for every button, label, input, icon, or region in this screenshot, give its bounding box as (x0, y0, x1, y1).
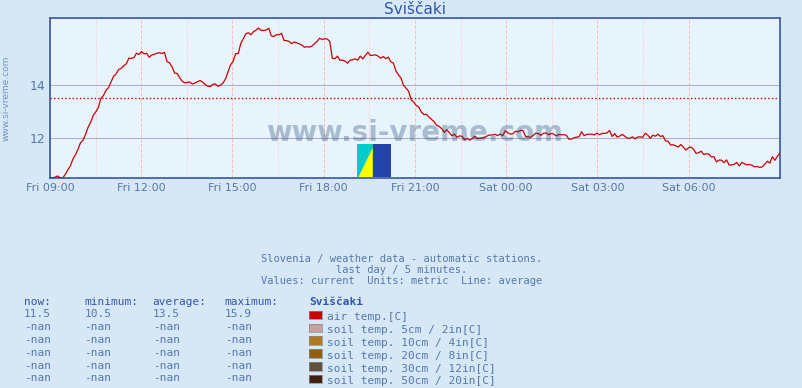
Text: -nan: -nan (84, 322, 111, 332)
Text: www.si-vreme.com: www.si-vreme.com (266, 119, 563, 147)
Text: 13.5: 13.5 (152, 309, 180, 319)
Title: Sviščaki: Sviščaki (383, 2, 445, 17)
Text: 11.5: 11.5 (24, 309, 51, 319)
Polygon shape (357, 144, 372, 177)
Text: -nan: -nan (225, 322, 252, 332)
Text: -nan: -nan (24, 335, 51, 345)
Text: minimum:: minimum: (84, 296, 138, 307)
Text: -nan: -nan (24, 373, 51, 383)
Text: soil temp. 10cm / 4in[C]: soil temp. 10cm / 4in[C] (326, 338, 488, 348)
Polygon shape (372, 144, 391, 177)
Text: air temp.[C]: air temp.[C] (326, 312, 407, 322)
Text: average:: average: (152, 296, 206, 307)
Text: -nan: -nan (152, 335, 180, 345)
Text: -nan: -nan (84, 373, 111, 383)
Text: -nan: -nan (24, 322, 51, 332)
Text: -nan: -nan (225, 373, 252, 383)
Text: last day / 5 minutes.: last day / 5 minutes. (335, 265, 467, 275)
Text: -nan: -nan (84, 348, 111, 358)
Text: 10.5: 10.5 (84, 309, 111, 319)
Text: -nan: -nan (152, 348, 180, 358)
Text: -nan: -nan (84, 335, 111, 345)
Text: soil temp. 50cm / 20in[C]: soil temp. 50cm / 20in[C] (326, 376, 495, 386)
Text: now:: now: (24, 296, 51, 307)
Text: -nan: -nan (152, 322, 180, 332)
Text: Slovenia / weather data - automatic stations.: Slovenia / weather data - automatic stat… (261, 254, 541, 264)
Text: soil temp. 5cm / 2in[C]: soil temp. 5cm / 2in[C] (326, 325, 481, 335)
Text: -nan: -nan (225, 348, 252, 358)
Text: -nan: -nan (152, 373, 180, 383)
Text: soil temp. 20cm / 8in[C]: soil temp. 20cm / 8in[C] (326, 351, 488, 361)
Text: -nan: -nan (152, 360, 180, 371)
Text: -nan: -nan (24, 348, 51, 358)
Text: maximum:: maximum: (225, 296, 278, 307)
Text: Sviščaki: Sviščaki (309, 296, 363, 307)
Text: -nan: -nan (24, 360, 51, 371)
Text: -nan: -nan (84, 360, 111, 371)
Text: www.si-vreme.com: www.si-vreme.com (2, 55, 11, 141)
Text: soil temp. 30cm / 12in[C]: soil temp. 30cm / 12in[C] (326, 364, 495, 374)
Text: Values: current  Units: metric  Line: average: Values: current Units: metric Line: aver… (261, 275, 541, 286)
Text: -nan: -nan (225, 335, 252, 345)
Text: -nan: -nan (225, 360, 252, 371)
Text: 15.9: 15.9 (225, 309, 252, 319)
